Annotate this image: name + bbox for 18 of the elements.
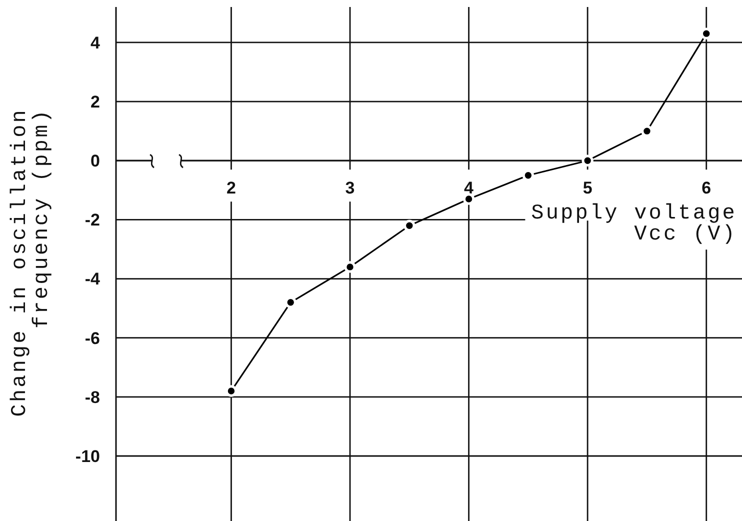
point (344, 261, 356, 273)
y-tick-label: -2 (84, 210, 100, 230)
x-tick-label: 3 (345, 178, 355, 198)
y-tick-label: 0 (90, 152, 100, 171)
x-tick-label: 5 (582, 178, 592, 198)
x-tick-label: 4 (464, 178, 474, 198)
y-tick-label: -8 (84, 388, 100, 407)
x-tick-label: 2 (226, 178, 236, 198)
point (462, 193, 475, 205)
y-tick-label: -6 (84, 328, 100, 348)
y-tick-label: 4 (90, 33, 101, 52)
y-tick-label: 2 (90, 92, 100, 112)
y-axis-title: Change in oscillation frequency (ppm) (9, 108, 54, 417)
x-tick-label: 6 (702, 178, 712, 198)
y-tick-label: -4 (84, 270, 101, 289)
y-tick-label: -10 (75, 446, 100, 466)
point (582, 154, 594, 166)
x-axis-title: Supply voltage Vcc (V) (531, 202, 737, 247)
